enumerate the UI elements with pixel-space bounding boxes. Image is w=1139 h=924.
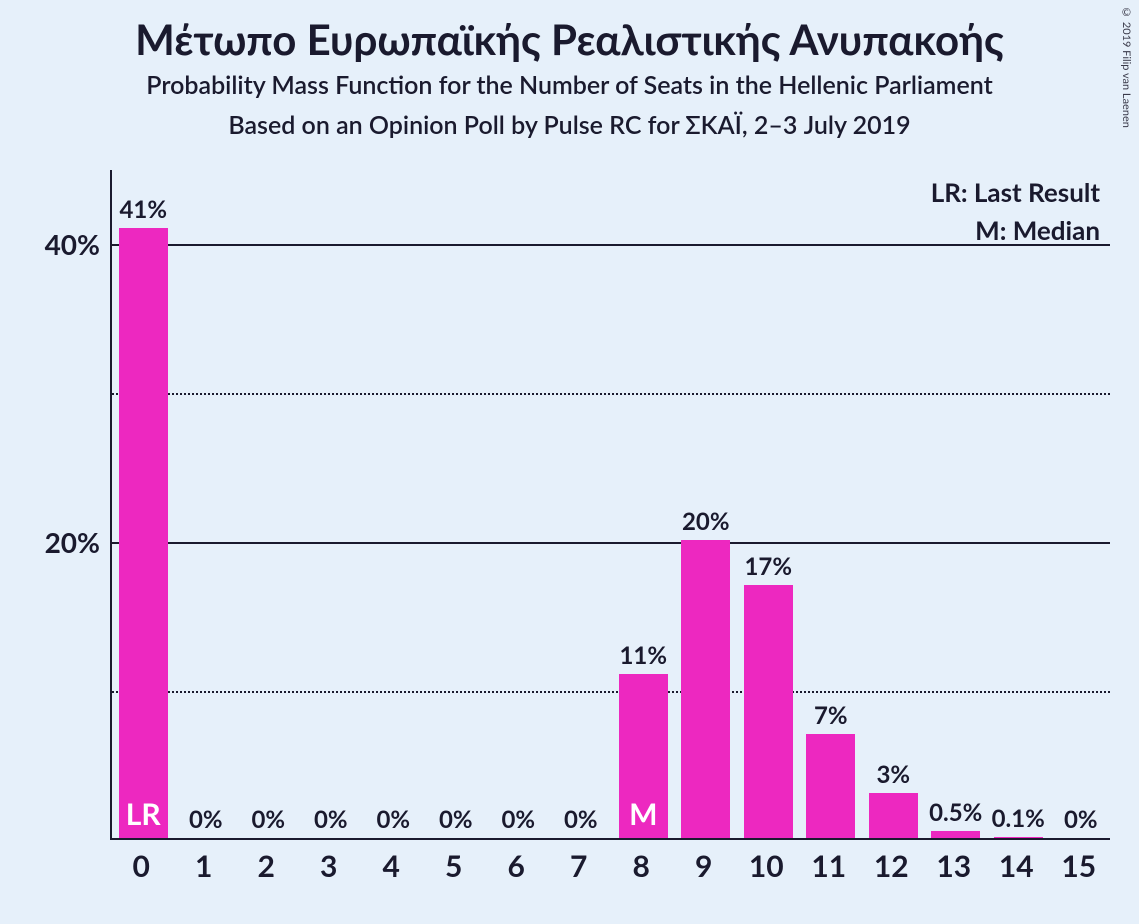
gridline-minor [112,393,1110,395]
bar-slot: 11%M [619,674,668,838]
bar-slot: 7% [806,734,855,838]
bar-slot: 0.1% [994,837,1043,838]
bar [994,837,1043,838]
bar [869,793,918,838]
plot-area: LR: Last ResultM: Median41%LR0%0%0%0%0%0… [110,170,1110,840]
x-axis-tick-label: 6 [508,848,525,884]
bar-value-label: 20% [682,507,730,540]
chart-subtitle-1: Probability Mass Function for the Number… [0,70,1139,100]
bar-value-label: 0% [501,805,535,838]
gridline-minor [112,691,1110,693]
chart-title: Μέτωπο Ευρωπαϊκής Ρεαλιστικής Ανυπακοής [0,14,1139,64]
bar-value-label: 0% [251,805,285,838]
bar-value-label: 0% [439,805,473,838]
bar-value-label: 7% [814,701,848,734]
bar [119,228,168,838]
x-axis-tick-label: 14 [999,848,1034,884]
x-axis-tick-label: 9 [695,848,712,884]
x-axis-tick-label: 10 [749,848,784,884]
gridline-major [112,542,1110,544]
x-axis-tick-label: 5 [445,848,462,884]
bar-value-label: 0.1% [992,804,1045,837]
bar [744,585,793,838]
x-axis-tick-label: 15 [1061,848,1096,884]
bar [806,734,855,838]
y-axis-tick-label: 20% [45,525,100,559]
bar-value-label: 0% [564,805,598,838]
chart-subtitle-2: Based on an Opinion Poll by Pulse RC for… [0,110,1139,140]
bar [931,831,980,838]
x-axis-tick-label: 2 [258,848,275,884]
x-axis-tick-label: 0 [133,848,150,884]
gridline-major [112,244,1110,246]
copyright-text: © 2019 Filip van Laenen [1120,6,1133,128]
bar-value-label: 0% [314,805,348,838]
bar-value-label: 11% [619,641,667,674]
bar-slot: 20% [681,540,730,838]
x-axis-tick-label: 7 [570,848,587,884]
x-axis-tick-label: 4 [383,848,400,884]
bar-annotation: LR [126,796,161,832]
legend-m: M: Median [975,214,1100,246]
bar [681,540,730,838]
bar-annotation: M [629,796,657,832]
bar-value-label: 0.5% [929,798,982,831]
bar-slot: 17% [744,585,793,838]
bar-value-label: 3% [876,760,910,793]
x-axis-tick-label: 3 [320,848,337,884]
bar-slot: 0.5% [931,831,980,838]
bar-slot: 3% [869,793,918,838]
bar-slot: 41%LR [119,228,168,838]
y-axis-tick-label: 40% [45,227,100,261]
bar-value-label: 0% [376,805,410,838]
x-axis-tick-label: 8 [633,848,650,884]
legend-lr: LR: Last Result [931,176,1100,208]
bar-value-label: 17% [744,552,792,585]
x-axis-tick-label: 12 [874,848,909,884]
x-axis-tick-label: 11 [811,848,846,884]
x-axis-tick-label: 1 [195,848,212,884]
chart-titles: Μέτωπο Ευρωπαϊκής Ρεαλιστικής Ανυπακοής … [0,0,1139,140]
chart-container: LR: Last ResultM: Median41%LR0%0%0%0%0%0… [30,170,1110,910]
bar-value-label: 0% [189,805,223,838]
bar-value-label: 41% [119,195,167,228]
x-axis-tick-label: 13 [936,848,971,884]
bar-value-label: 0% [1064,805,1098,838]
